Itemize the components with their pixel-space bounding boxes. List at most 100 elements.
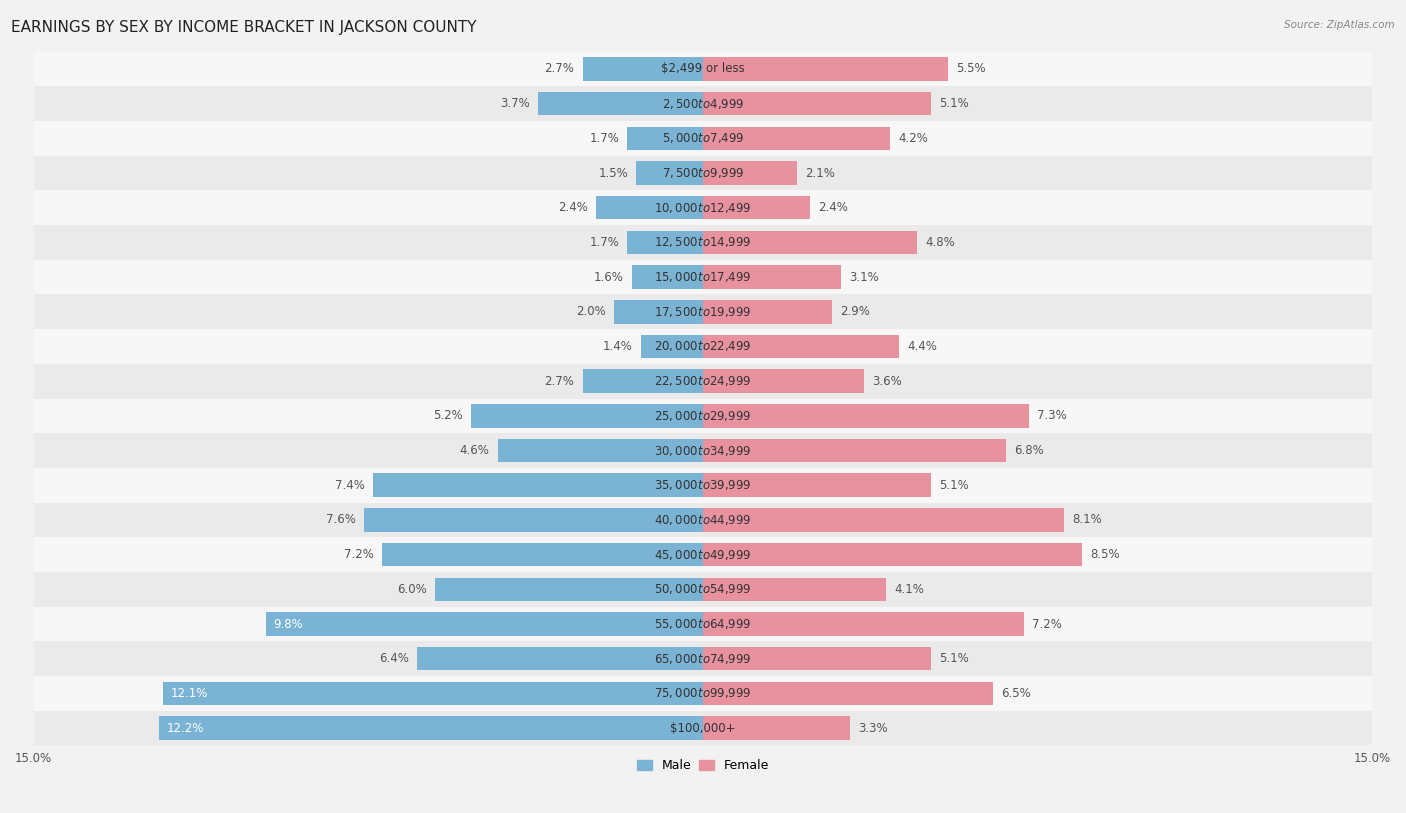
Bar (34, 433, 1372, 468)
Bar (627, 127, 703, 150)
Bar (631, 265, 703, 289)
Text: 3.1%: 3.1% (849, 271, 879, 284)
Text: 7.2%: 7.2% (1032, 618, 1063, 631)
Bar (703, 577, 886, 601)
Bar (582, 369, 703, 393)
Text: 5.2%: 5.2% (433, 410, 463, 422)
Bar (34, 121, 1372, 155)
Text: 5.1%: 5.1% (939, 97, 969, 110)
Bar (627, 231, 703, 254)
Text: 1.7%: 1.7% (589, 236, 619, 249)
Text: 1.4%: 1.4% (603, 340, 633, 353)
Text: 4.4%: 4.4% (907, 340, 938, 353)
Bar (34, 641, 1372, 676)
Text: 5.5%: 5.5% (956, 63, 986, 76)
Text: $45,000 to $49,999: $45,000 to $49,999 (654, 548, 752, 562)
Bar (703, 681, 993, 705)
Bar (34, 259, 1372, 294)
Text: $35,000 to $39,999: $35,000 to $39,999 (654, 478, 752, 492)
Bar (703, 716, 851, 740)
Text: 6.8%: 6.8% (1015, 444, 1045, 457)
Text: 6.0%: 6.0% (398, 583, 427, 596)
Text: 5.1%: 5.1% (939, 479, 969, 492)
Bar (703, 92, 931, 115)
Text: 1.7%: 1.7% (589, 132, 619, 145)
Text: $22,500 to $24,999: $22,500 to $24,999 (654, 374, 752, 388)
Bar (373, 473, 703, 497)
Text: 3.3%: 3.3% (858, 722, 889, 735)
Text: 8.1%: 8.1% (1073, 514, 1102, 527)
Text: $2,499 or less: $2,499 or less (661, 63, 745, 76)
Bar (703, 369, 863, 393)
Bar (34, 398, 1372, 433)
Text: 8.5%: 8.5% (1091, 548, 1121, 561)
Text: Source: ZipAtlas.com: Source: ZipAtlas.com (1284, 20, 1395, 30)
Text: $17,500 to $19,999: $17,500 to $19,999 (654, 305, 752, 319)
Bar (538, 92, 703, 115)
Text: 7.2%: 7.2% (343, 548, 374, 561)
Bar (703, 543, 1083, 567)
Text: $40,000 to $44,999: $40,000 to $44,999 (654, 513, 752, 527)
Bar (34, 502, 1372, 537)
Text: 9.8%: 9.8% (274, 618, 304, 631)
Text: 4.6%: 4.6% (460, 444, 489, 457)
Bar (703, 439, 1007, 463)
Text: $50,000 to $54,999: $50,000 to $54,999 (654, 582, 752, 596)
Bar (582, 57, 703, 80)
Bar (34, 225, 1372, 259)
Text: 7.3%: 7.3% (1036, 410, 1067, 422)
Bar (34, 363, 1372, 398)
Text: $25,000 to $29,999: $25,000 to $29,999 (654, 409, 752, 423)
Text: 6.4%: 6.4% (380, 652, 409, 665)
Text: 12.2%: 12.2% (166, 722, 204, 735)
Text: $15,000 to $17,499: $15,000 to $17,499 (654, 270, 752, 284)
Text: $20,000 to $22,499: $20,000 to $22,499 (654, 340, 752, 354)
Text: 7.4%: 7.4% (335, 479, 364, 492)
Text: 2.7%: 2.7% (544, 375, 575, 388)
Bar (34, 676, 1372, 711)
Bar (34, 190, 1372, 225)
Bar (703, 196, 810, 220)
Text: $30,000 to $34,999: $30,000 to $34,999 (654, 444, 752, 458)
Bar (703, 265, 841, 289)
Text: 1.6%: 1.6% (593, 271, 623, 284)
Text: $2,500 to $4,999: $2,500 to $4,999 (662, 97, 744, 111)
Text: 4.2%: 4.2% (898, 132, 928, 145)
Text: 2.0%: 2.0% (576, 305, 606, 318)
Bar (703, 231, 917, 254)
Text: 3.6%: 3.6% (872, 375, 901, 388)
Bar (34, 572, 1372, 606)
Text: $100,000+: $100,000+ (671, 722, 735, 735)
Bar (703, 473, 931, 497)
Text: $10,000 to $12,499: $10,000 to $12,499 (654, 201, 752, 215)
Bar (436, 577, 703, 601)
Text: 6.5%: 6.5% (1001, 687, 1031, 700)
Bar (498, 439, 703, 463)
Bar (596, 196, 703, 220)
Bar (703, 508, 1064, 532)
Bar (641, 335, 703, 359)
Bar (34, 537, 1372, 572)
Bar (266, 612, 703, 636)
Bar (34, 329, 1372, 363)
Text: $75,000 to $99,999: $75,000 to $99,999 (654, 686, 752, 700)
Text: 2.1%: 2.1% (804, 167, 835, 180)
Bar (418, 647, 703, 671)
Text: EARNINGS BY SEX BY INCOME BRACKET IN JACKSON COUNTY: EARNINGS BY SEX BY INCOME BRACKET IN JAC… (11, 20, 477, 35)
Legend: Male, Female: Male, Female (631, 754, 775, 777)
Text: 3.7%: 3.7% (501, 97, 530, 110)
Bar (471, 404, 703, 428)
Text: 2.4%: 2.4% (558, 201, 588, 214)
Bar (703, 127, 890, 150)
Text: $65,000 to $74,999: $65,000 to $74,999 (654, 652, 752, 666)
Bar (34, 294, 1372, 329)
Bar (34, 468, 1372, 502)
Bar (703, 404, 1029, 428)
Bar (703, 647, 931, 671)
Bar (364, 508, 703, 532)
Bar (636, 161, 703, 185)
Text: 5.1%: 5.1% (939, 652, 969, 665)
Bar (163, 681, 703, 705)
Text: 2.7%: 2.7% (544, 63, 575, 76)
Text: $7,500 to $9,999: $7,500 to $9,999 (662, 166, 744, 180)
